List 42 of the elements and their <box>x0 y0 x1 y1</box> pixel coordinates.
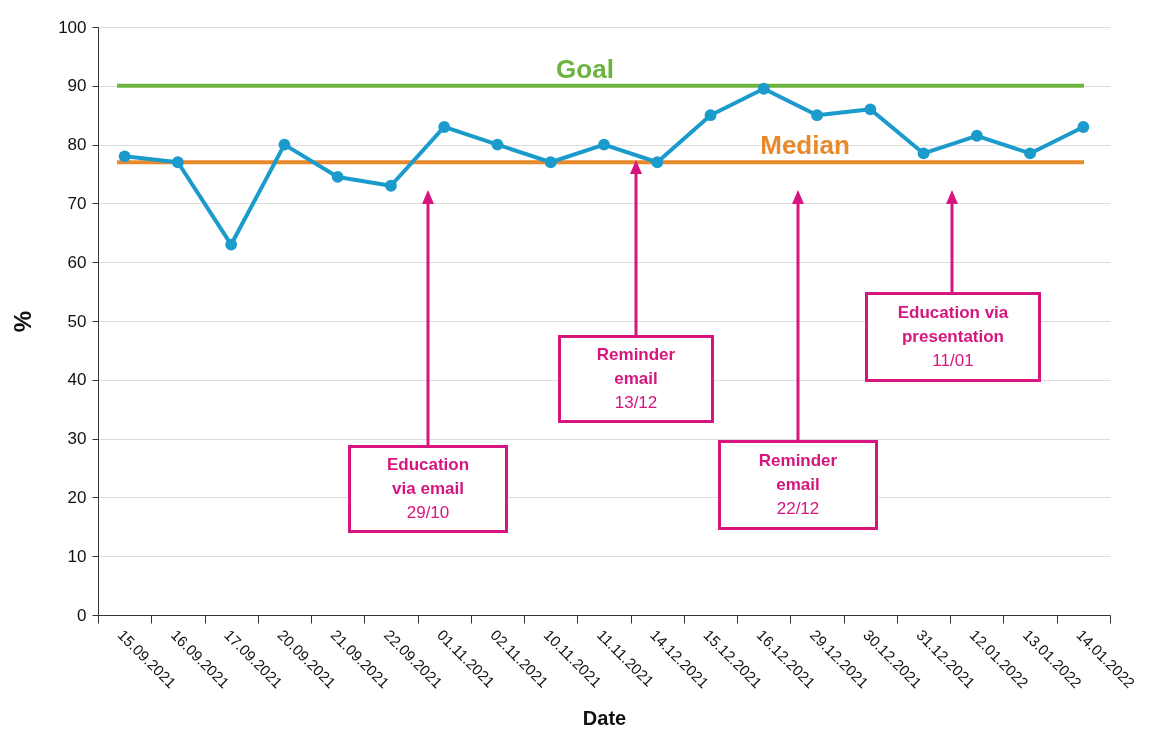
x-axis-title: Date <box>582 707 627 730</box>
y-tick-label: 90 <box>67 76 87 96</box>
y-tick-label: 100 <box>58 17 87 37</box>
point <box>331 171 344 183</box>
point <box>757 82 770 95</box>
y-tick-label: 40 <box>67 370 87 390</box>
y-tick-label: 0 <box>77 605 87 625</box>
point <box>544 156 557 169</box>
point <box>811 109 823 122</box>
annotation: Education via email 29/10 <box>385 454 471 524</box>
point <box>225 238 238 251</box>
point <box>1077 121 1090 133</box>
callout-box: Reminder email 22/12 <box>718 440 878 530</box>
annotation: Reminder email 22/12 <box>757 450 839 520</box>
annotation: Education via presentation 11/01 <box>896 302 1010 372</box>
y-tick-label: 20 <box>67 487 87 507</box>
point <box>864 103 877 116</box>
callout-box: Reminder email 13/12 <box>558 335 714 423</box>
point <box>598 138 610 151</box>
point <box>118 150 131 163</box>
callout-box: Education via email 29/10 <box>348 445 508 533</box>
y-tick-label: 70 <box>67 193 87 213</box>
point <box>385 179 397 192</box>
ref-line-label: Goal <box>556 53 614 84</box>
y-tick-label: 10 <box>67 546 87 566</box>
point <box>491 138 504 151</box>
y-tick-label: 80 <box>67 135 87 155</box>
point <box>1024 147 1037 160</box>
point <box>704 109 717 122</box>
point <box>278 138 291 151</box>
point <box>651 156 664 169</box>
y-tick-label: 30 <box>67 429 87 449</box>
y-tick-label: 60 <box>67 252 87 272</box>
y-tick-label: 50 <box>67 311 87 331</box>
point <box>917 147 930 160</box>
callout-box: Education via presentation 11/01 <box>865 292 1041 382</box>
point <box>970 129 983 142</box>
annotation: Reminder email 13/12 <box>595 344 677 414</box>
point <box>171 156 184 169</box>
y-axis-title: % <box>9 310 37 333</box>
point <box>438 121 451 133</box>
ref-line-label: Median <box>760 130 850 161</box>
